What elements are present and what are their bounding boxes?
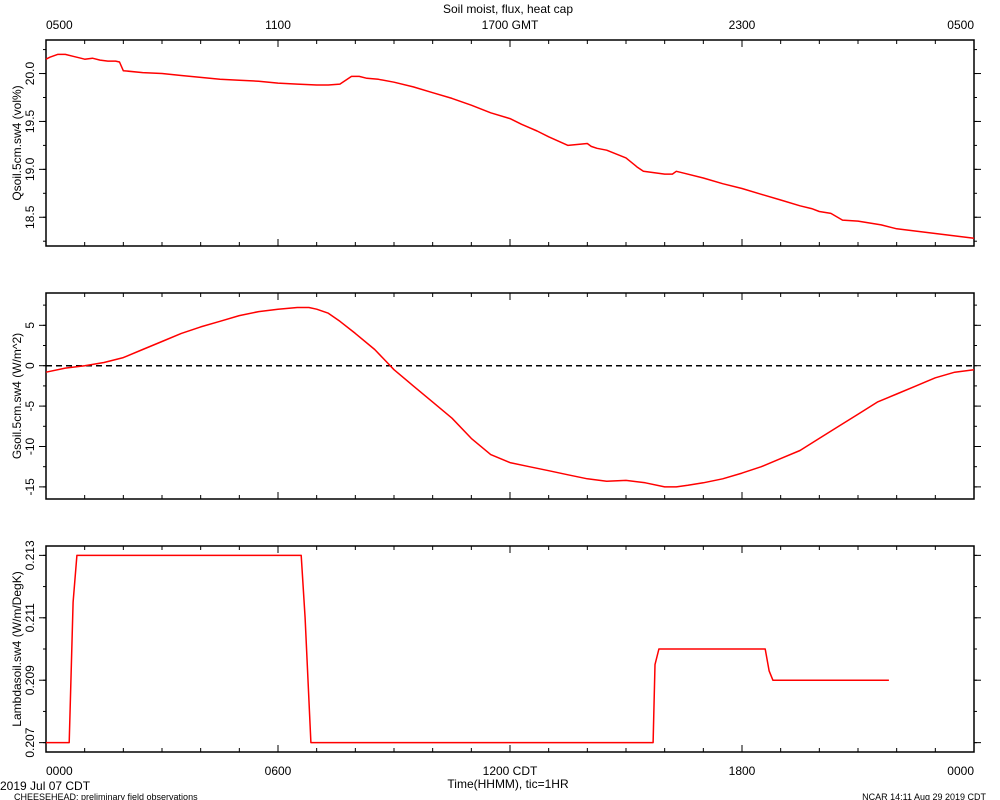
footer-left: CHEESEHEAD: preliminary field observatio… — [14, 792, 198, 800]
y-tick-label: 0 — [23, 362, 37, 369]
y-tick-label: 0.213 — [23, 540, 37, 570]
top-tick-label: 1700 GMT — [482, 18, 539, 32]
y-tick-label: 20.0 — [23, 62, 37, 86]
panel-frame — [45, 545, 975, 753]
bottom-tick-label: 0000 — [46, 764, 73, 778]
bottom-tick-label: 0000 — [947, 764, 974, 778]
series-line-3 — [46, 554, 889, 744]
series-line-1 — [45, 53, 975, 240]
top-axis-ticks: 0500 1100 1700 GMT 2300 0500 — [46, 18, 974, 32]
y-tick-label: 18.5 — [23, 205, 37, 229]
y-tick-label: 5 — [23, 322, 37, 329]
bottom-axis-ticks: 0000 0600 1200 CDT 1800 0000 — [46, 764, 974, 778]
bottom-tick-label: 0600 — [265, 764, 292, 778]
footer-right: NCAR 14:11 Aug 29 2019 CDT — [862, 792, 986, 800]
y-tick-label: 19.0 — [23, 157, 37, 181]
y-axis-label: Lambdasoil.sw4 (W/m/DegK) — [10, 571, 24, 726]
y-tick-label: -10 — [23, 437, 37, 455]
panel-2: -15 -10 -5 0 5 Gsoil.5cm.sw4 (W/m^2) — [10, 292, 981, 500]
bottom-tick-label: 1200 CDT — [483, 764, 538, 778]
y-axis-label: Gsoil.5cm.sw4 (W/m^2) — [10, 333, 24, 459]
top-tick-label: 1100 — [265, 18, 291, 32]
date-label: 2019 Jul 07 CDT — [0, 779, 91, 793]
y-tick-label: -15 — [23, 478, 37, 496]
y-tick-label: 0.209 — [23, 665, 37, 695]
top-tick-label: 2300 — [729, 18, 756, 32]
y-tick-label: 19.5 — [23, 109, 37, 133]
y-tick-label: 0.211 — [23, 603, 37, 632]
chart-title: Soil moist, flux, heat cap — [443, 2, 573, 16]
y-tick-label: -5 — [23, 400, 37, 411]
series-line-2 — [45, 306, 975, 488]
y-tick-label: 0.207 — [23, 727, 37, 757]
panel-frame — [45, 292, 975, 500]
bottom-tick-label: 1800 — [729, 764, 756, 778]
y-axis-label: Qsoil.5cm.sw4 (vol%) — [10, 85, 24, 200]
top-tick-label: 0500 — [46, 18, 73, 32]
x-axis-label: Time(HHMM), tic=1HR — [447, 777, 569, 791]
top-tick-label: 0500 — [947, 18, 974, 32]
